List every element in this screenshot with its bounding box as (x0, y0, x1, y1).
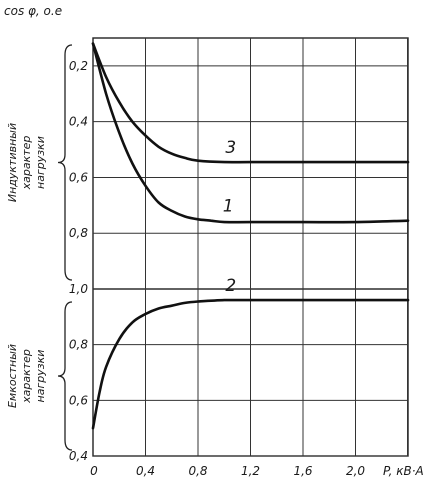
x-tick-label: 1,2 (241, 464, 260, 478)
x-axis-title: P, кВ·А (383, 464, 424, 478)
y-tick-label: 1,0 (69, 282, 88, 296)
x-axis-title-bg (380, 462, 426, 482)
y-tick-label: 0,8 (69, 226, 88, 240)
panel-brace (57, 301, 73, 451)
curve-2 (91, 298, 410, 430)
y-tick-label: 0,4 (69, 115, 88, 129)
x-tick-label: 0,8 (188, 464, 207, 478)
y-tick-label: 0,4 (69, 449, 88, 463)
curve-label-2: 2 (225, 276, 236, 296)
panel-label-word: нагрузки (34, 136, 47, 189)
panel-label-word: характер (20, 349, 33, 404)
y-axis-title: cos φ, o.e (4, 4, 62, 18)
x-tick-label: 0,4 (136, 464, 155, 478)
panel-label-word: нагрузки (34, 350, 47, 403)
y-tick-label: 0,2 (69, 59, 88, 73)
y-tick-label: 0,6 (69, 393, 88, 407)
x-tick-label: 2,0 (346, 464, 365, 478)
y-tick-label: 0,8 (69, 338, 88, 352)
panel-label-word: характер (20, 136, 33, 191)
curve-3 (91, 42, 410, 164)
panel-label-word: Емкостный (6, 344, 19, 408)
panel-label-word: Индуктивный (6, 123, 19, 202)
curve-label-3: 3 (225, 138, 236, 158)
panel-brace (57, 44, 73, 281)
y-tick-label: 0,6 (69, 170, 88, 184)
x-tick-label: 1,6 (293, 464, 312, 478)
x-tick-label: 0 (90, 464, 98, 478)
curve-1 (91, 42, 410, 224)
curve-label-1: 1 (223, 197, 234, 217)
